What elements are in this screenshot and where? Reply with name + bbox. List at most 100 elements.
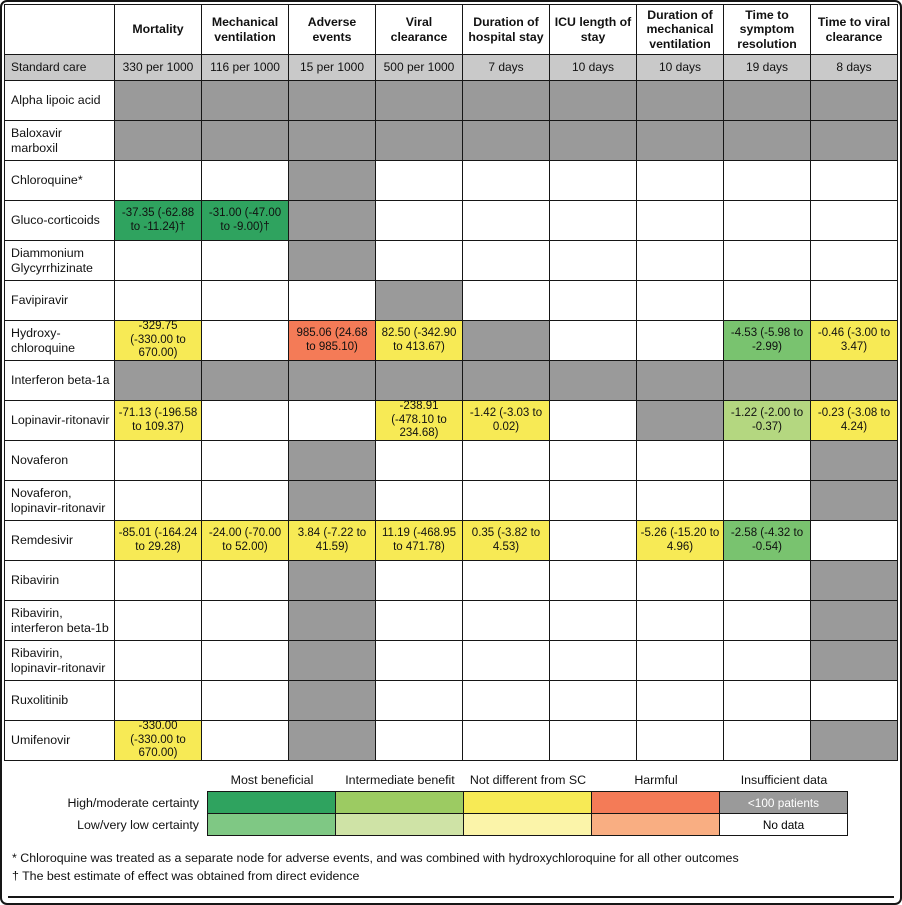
legend-swatch — [463, 813, 592, 836]
result-cell: 82.50 (-342.90 to 413.67) — [376, 321, 463, 361]
result-cell — [289, 721, 376, 761]
legend-swatch: No data — [719, 813, 848, 836]
result-cell — [811, 241, 898, 281]
result-cell — [637, 601, 724, 641]
summary-table: Mortality Mechanical ventilation Adverse e… — [4, 4, 898, 761]
result-cell — [289, 201, 376, 241]
result-cell — [463, 601, 550, 641]
result-cell — [637, 281, 724, 321]
result-cell — [289, 241, 376, 281]
treatment-label: Umifenovir — [5, 721, 115, 761]
standard-care-value: 500 per 1000 — [376, 55, 463, 81]
result-cell — [289, 561, 376, 601]
result-cell — [376, 601, 463, 641]
result-cell — [202, 441, 289, 481]
result-cell — [202, 601, 289, 641]
result-cell — [289, 441, 376, 481]
result-cell — [724, 441, 811, 481]
result-cell — [550, 161, 637, 201]
legend-category-label: Harmful — [634, 773, 678, 787]
result-cell: -24.00 (-70.00 to 52.00) — [202, 521, 289, 561]
result-cell — [637, 81, 724, 121]
result-cell — [637, 561, 724, 601]
standard-care-value: 19 days — [724, 55, 811, 81]
result-cell — [289, 681, 376, 721]
result-cell — [115, 161, 202, 201]
result-cell: -4.53 (-5.98 to -2.99) — [724, 321, 811, 361]
result-cell — [550, 201, 637, 241]
result-cell — [289, 281, 376, 321]
result-cell — [724, 161, 811, 201]
legend-swatch — [463, 791, 592, 814]
result-cell — [550, 241, 637, 281]
result-cell: -1.22 (-2.00 to -0.37) — [724, 401, 811, 441]
result-cell — [115, 241, 202, 281]
result-cell — [637, 201, 724, 241]
result-cell — [550, 561, 637, 601]
standard-care-value: 15 per 1000 — [289, 55, 376, 81]
result-cell — [724, 241, 811, 281]
result-cell — [463, 481, 550, 521]
column-header: Adverse events — [289, 5, 376, 55]
treatment-label: Remdesivir — [5, 521, 115, 561]
result-cell — [202, 321, 289, 361]
result-cell — [115, 81, 202, 121]
result-cell — [289, 361, 376, 401]
result-cell — [376, 681, 463, 721]
result-cell — [463, 201, 550, 241]
result-cell — [637, 441, 724, 481]
column-header: ICU length of stay — [550, 5, 637, 55]
result-cell — [376, 121, 463, 161]
result-cell — [811, 481, 898, 521]
legend-category-label: Insufficient data — [740, 773, 828, 787]
result-cell — [115, 641, 202, 681]
legend-spacer — [12, 780, 208, 785]
column-header: Mortality — [115, 5, 202, 55]
result-cell — [724, 681, 811, 721]
result-cell — [550, 81, 637, 121]
treatment-label: Favipiravir — [5, 281, 115, 321]
result-cell — [289, 401, 376, 441]
result-cell — [289, 481, 376, 521]
result-cell: -0.46 (-3.00 to 3.47) — [811, 321, 898, 361]
treatment-label: Novaferon, lopinavir-ritonavir — [5, 481, 115, 521]
result-cell — [376, 481, 463, 521]
result-cell — [376, 201, 463, 241]
result-cell: 11.19 (-468.95 to 471.78) — [376, 521, 463, 561]
result-cell — [637, 681, 724, 721]
result-cell — [550, 321, 637, 361]
result-cell: -238.91 (-478.10 to 234.68) — [376, 401, 463, 441]
result-cell — [724, 281, 811, 321]
result-cell — [811, 681, 898, 721]
result-cell — [376, 721, 463, 761]
result-cell: -37.35 (-62.88 to -11.24)† — [115, 201, 202, 241]
result-cell — [811, 121, 898, 161]
result-cell — [289, 641, 376, 681]
result-cell — [202, 241, 289, 281]
result-cell — [550, 281, 637, 321]
result-cell: 0.35 (-3.82 to 4.53) — [463, 521, 550, 561]
treatment-label: Ribavirin, interferon beta-1b — [5, 601, 115, 641]
result-cell — [550, 121, 637, 161]
column-header: Viral clearance — [376, 5, 463, 55]
result-cell — [637, 641, 724, 681]
result-cell — [811, 441, 898, 481]
result-cell — [463, 681, 550, 721]
legend-swatch — [207, 813, 336, 836]
result-cell — [289, 161, 376, 201]
result-cell — [202, 121, 289, 161]
result-cell — [811, 721, 898, 761]
legend-swatch — [207, 791, 336, 814]
result-cell — [550, 521, 637, 561]
result-cell — [724, 361, 811, 401]
treatment-label: Ribavirin, lopinavir-ritonavir — [5, 641, 115, 681]
result-cell — [463, 161, 550, 201]
footnotes: * Chloroquine was treated as a separate … — [8, 850, 894, 898]
legend-category-label: Not different from SC — [469, 773, 587, 787]
result-cell — [463, 561, 550, 601]
result-cell — [724, 561, 811, 601]
result-cell: -71.13 (-196.58 to 109.37) — [115, 401, 202, 441]
result-cell — [376, 81, 463, 121]
result-cell: -1.42 (-3.03 to 0.02) — [463, 401, 550, 441]
legend-swatch — [335, 813, 464, 836]
